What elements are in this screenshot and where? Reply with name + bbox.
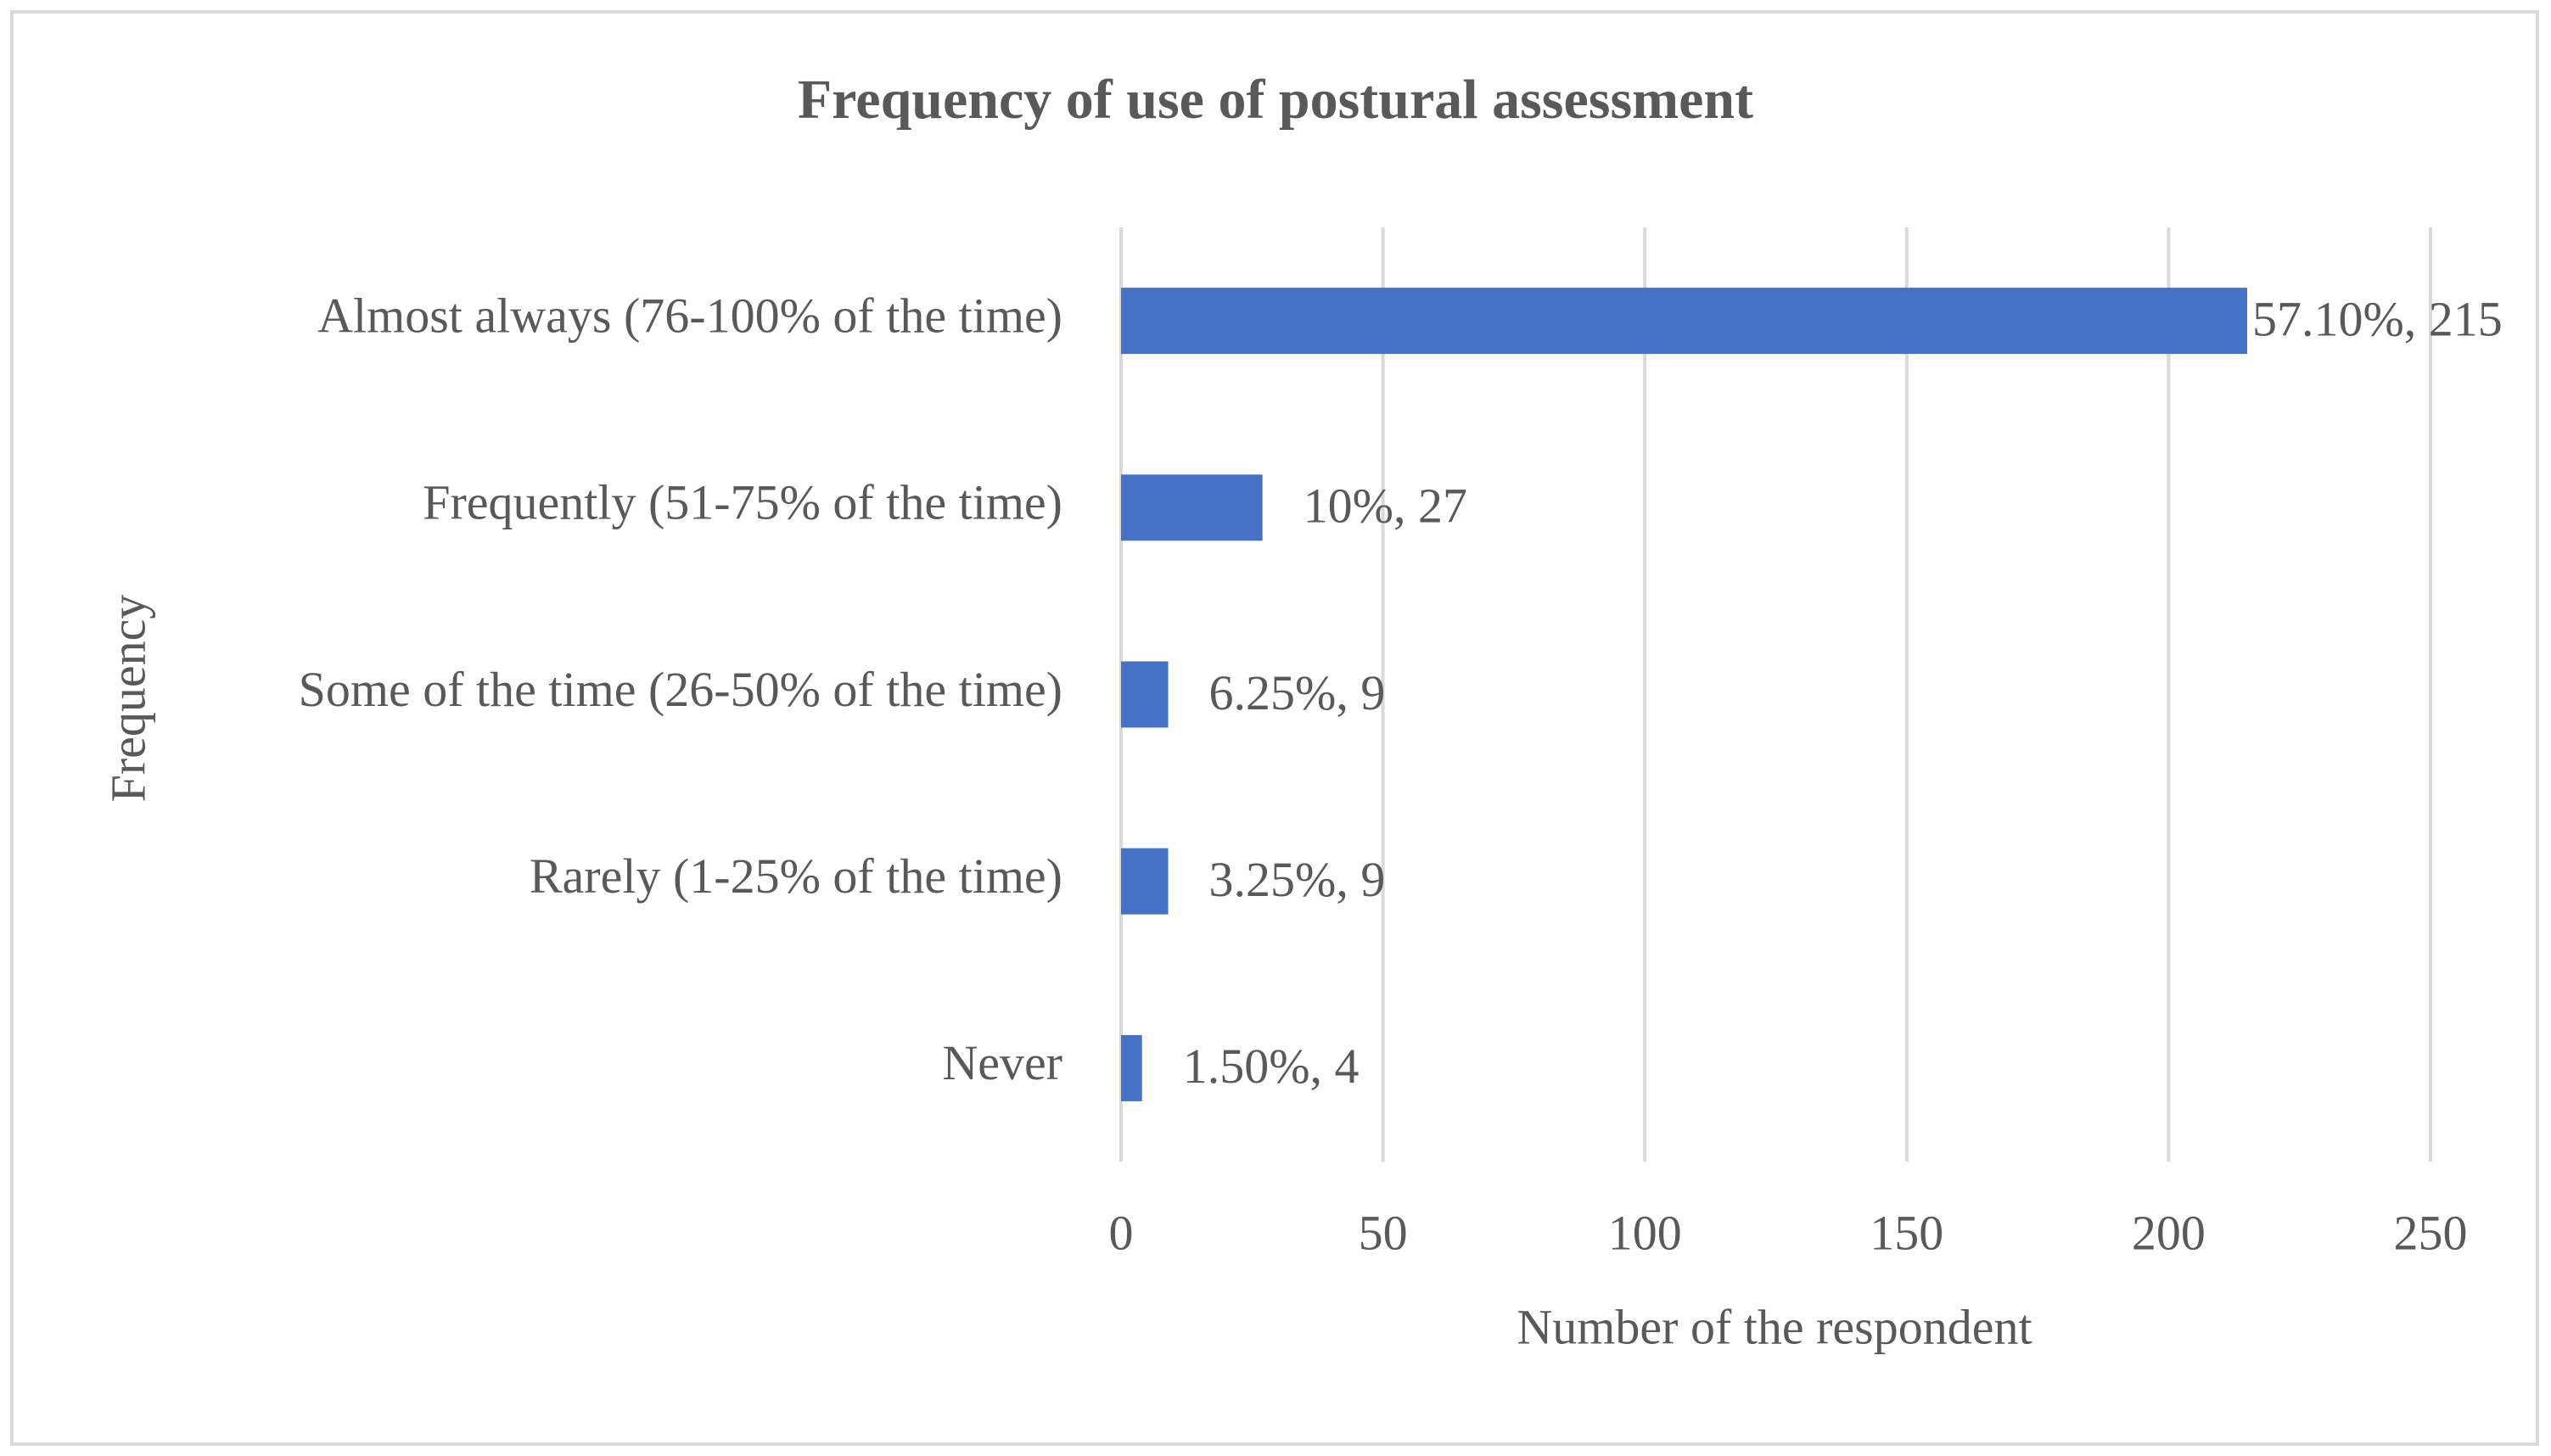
x-tick-label: 200 <box>2132 1205 2206 1260</box>
value-label: 57.10%, 215 <box>2252 291 2503 346</box>
value-label: 10%, 27 <box>1304 479 1467 534</box>
value-label: 3.25%, 9 <box>1209 852 1386 907</box>
y-tick-label: Rarely (1-25% of the time) <box>530 848 1062 904</box>
y-tick-label: Almost always (76-100% of the time) <box>317 288 1062 343</box>
y-tick-label: Frequently (51-75% of the time) <box>423 475 1062 530</box>
value-label: 6.25%, 9 <box>1209 665 1386 720</box>
x-tick-label: 250 <box>2394 1205 2468 1260</box>
y-tick-label: Some of the time (26-50% of the time) <box>299 662 1062 717</box>
x-tick-label: 100 <box>1608 1205 1682 1260</box>
x-tick-label: 150 <box>1870 1205 1943 1260</box>
y-tick-label: Never <box>942 1035 1062 1090</box>
value-label: 1.50%, 4 <box>1183 1039 1360 1094</box>
bar <box>1121 661 1169 728</box>
x-tick-label: 50 <box>1359 1205 1408 1260</box>
y-axis-title: Frequency <box>100 595 155 803</box>
bar <box>1121 474 1263 541</box>
bar <box>1121 288 2247 355</box>
chart-border <box>10 10 2539 1446</box>
bar <box>1121 1034 1142 1101</box>
bar <box>1121 848 1169 915</box>
chart-title: Frequency of use of postural assessment <box>798 69 1753 131</box>
x-axis-title: Number of the respondent <box>1517 1299 2032 1354</box>
x-tick-label: 0 <box>1109 1205 1134 1260</box>
